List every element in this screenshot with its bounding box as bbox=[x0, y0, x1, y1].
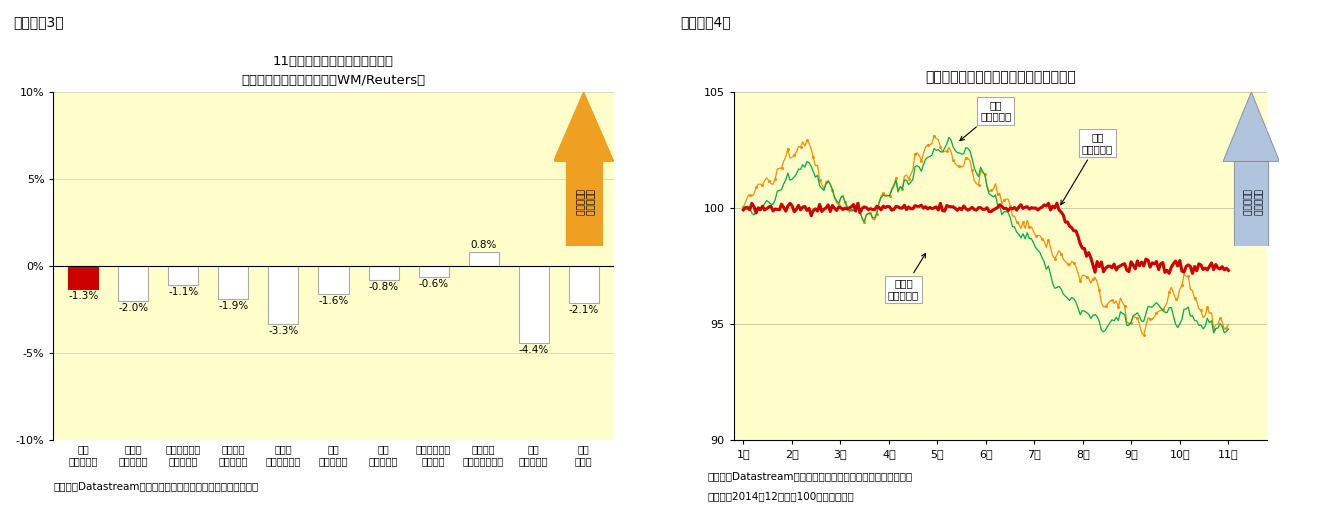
Text: -0.6%: -0.6% bbox=[419, 279, 448, 289]
Text: （注）　2014年12月末＝100として指数化: （注） 2014年12月末＝100として指数化 bbox=[707, 492, 854, 502]
Text: インド
（ルピー）: インド （ルピー） bbox=[888, 253, 926, 300]
Text: 中国
（人民元）: 中国 （人民元） bbox=[1061, 133, 1113, 205]
Bar bbox=[268, 266, 299, 324]
Bar bbox=[119, 266, 148, 301]
Polygon shape bbox=[554, 92, 614, 161]
Text: -1.6%: -1.6% bbox=[319, 296, 348, 306]
Polygon shape bbox=[1234, 161, 1269, 246]
Text: 韓国
（ウォン）: 韓国 （ウォン） bbox=[960, 100, 1011, 141]
Polygon shape bbox=[566, 161, 602, 246]
Text: -1.1%: -1.1% bbox=[168, 287, 199, 297]
Bar bbox=[468, 252, 499, 266]
Bar bbox=[368, 266, 399, 280]
Text: （図表－3）: （図表－3） bbox=[13, 15, 64, 29]
Text: -2.0%: -2.0% bbox=[119, 303, 148, 313]
Text: 自国通貨高
（ドル安）: 自国通貨高 （ドル安） bbox=[574, 189, 594, 216]
Bar bbox=[168, 266, 199, 285]
Bar bbox=[68, 266, 99, 289]
Text: -1.3%: -1.3% bbox=[68, 291, 99, 301]
Text: （資料）Datastreamのデータを元にニッセイ基礎研究所で作成: （資料）Datastreamのデータを元にニッセイ基礎研究所で作成 bbox=[707, 471, 912, 481]
Bar bbox=[519, 266, 548, 343]
Title: アジア新興国通貨（対米国ドル）の推移: アジア新興国通貨（対米国ドル）の推移 bbox=[924, 70, 1077, 84]
Text: 自国通貨高
（ドル安）: 自国通貨高 （ドル安） bbox=[1242, 189, 1261, 216]
Bar bbox=[319, 266, 348, 294]
Text: -1.9%: -1.9% bbox=[219, 302, 248, 311]
Title: 11月の主要新興国通貨の変化率
（対米国ドル、前月末比、WM/Reuters）: 11月の主要新興国通貨の変化率 （対米国ドル、前月末比、WM/Reuters） bbox=[241, 55, 426, 87]
Bar bbox=[568, 266, 599, 303]
Text: （図表－4）: （図表－4） bbox=[680, 15, 731, 29]
Text: -0.8%: -0.8% bbox=[368, 282, 399, 292]
Text: 0.8%: 0.8% bbox=[471, 240, 496, 250]
Text: -4.4%: -4.4% bbox=[519, 345, 548, 355]
Text: -3.3%: -3.3% bbox=[268, 326, 299, 336]
Text: （資料）Datastreamのデータを元にニッセイ基礎研究所で作成: （資料）Datastreamのデータを元にニッセイ基礎研究所で作成 bbox=[53, 481, 259, 492]
Bar bbox=[419, 266, 448, 276]
Text: -2.1%: -2.1% bbox=[568, 305, 599, 315]
Bar bbox=[219, 266, 248, 300]
Polygon shape bbox=[1223, 92, 1279, 161]
